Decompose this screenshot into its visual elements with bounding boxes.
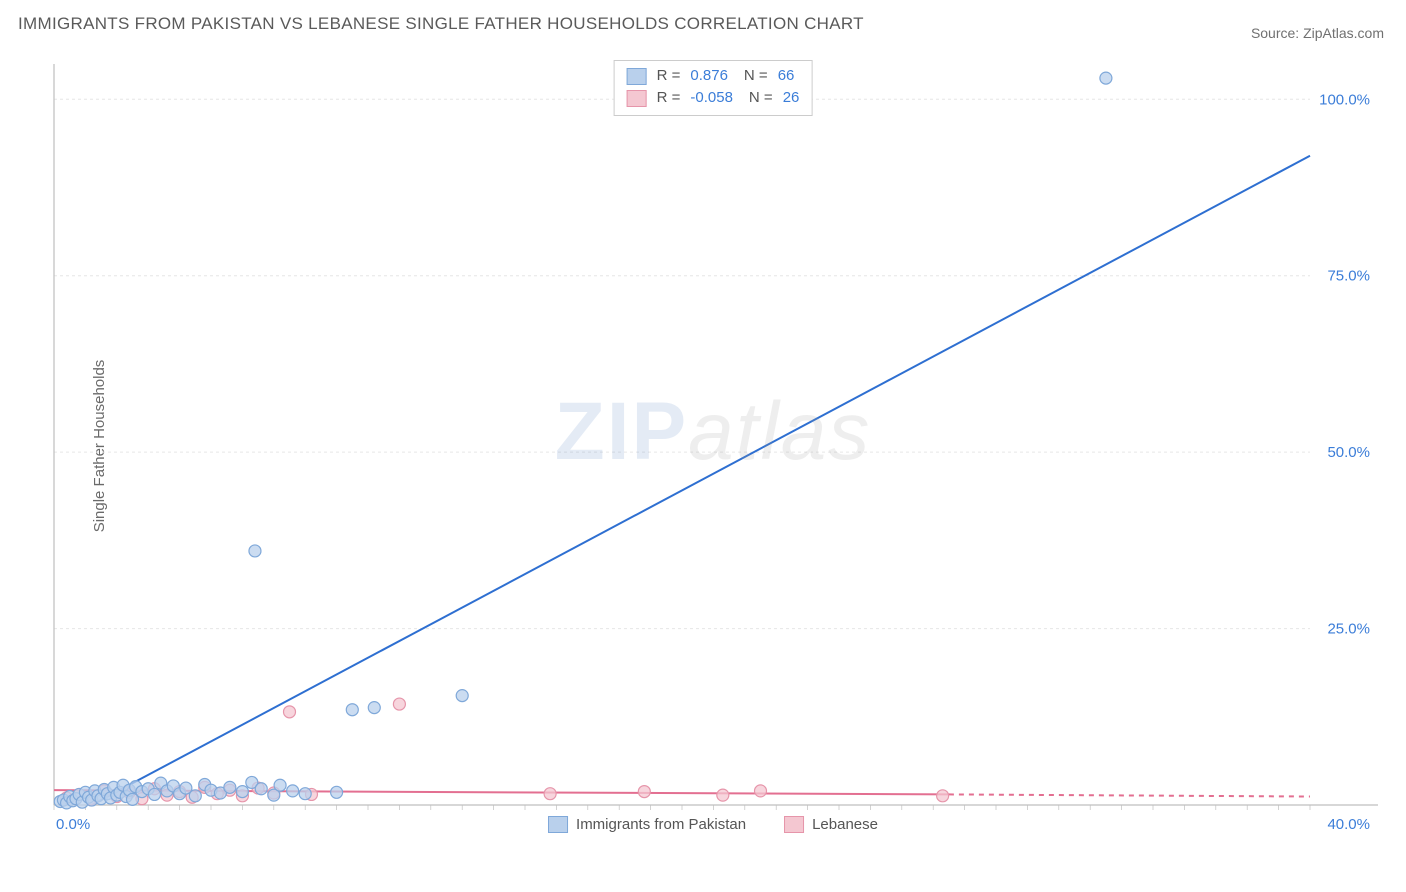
swatch-icon: [627, 90, 647, 107]
svg-text:75.0%: 75.0%: [1327, 268, 1370, 285]
r-label: R =: [657, 65, 681, 87]
series-legend: Immigrants from Pakistan Lebanese: [548, 816, 878, 833]
legend-row-lebanese: R = -0.058 N = 26: [627, 87, 800, 109]
swatch-icon: [627, 68, 647, 85]
page-title: IMMIGRANTS FROM PAKISTAN VS LEBANESE SIN…: [18, 14, 864, 34]
n-label: N =: [749, 87, 773, 109]
source-attribution: Source: ZipAtlas.com: [1251, 25, 1384, 41]
swatch-icon: [784, 816, 804, 833]
svg-text:100.0%: 100.0%: [1319, 91, 1370, 108]
chart-area: 25.0%50.0%75.0%100.0%0.0%40.0% ZIPatlas …: [48, 60, 1378, 835]
source-link[interactable]: ZipAtlas.com: [1303, 25, 1384, 41]
svg-text:0.0%: 0.0%: [56, 816, 90, 833]
legend-row-pakistan: R = 0.876 N = 66: [627, 65, 800, 87]
legend-item-pakistan: Immigrants from Pakistan: [548, 816, 746, 833]
r-label: R =: [657, 87, 681, 109]
scatter-chart: 25.0% 50.0% 75.0% 100.0% 0.0% 40.0%: [48, 60, 1378, 835]
r-value: 0.876: [690, 65, 728, 87]
n-label: N =: [744, 65, 768, 87]
legend-label: Lebanese: [812, 816, 878, 833]
svg-text:25.0%: 25.0%: [1327, 621, 1370, 638]
legend-item-lebanese: Lebanese: [784, 816, 878, 833]
correlation-legend: R = 0.876 N = 66 R = -0.058 N = 26: [614, 60, 813, 116]
swatch-icon: [548, 816, 568, 833]
svg-text:50.0%: 50.0%: [1327, 444, 1370, 461]
n-value: 26: [783, 87, 800, 109]
source-label: Source:: [1251, 25, 1303, 41]
n-value: 66: [778, 65, 795, 87]
r-value: -0.058: [690, 87, 733, 109]
svg-text:40.0%: 40.0%: [1327, 816, 1370, 833]
legend-label: Immigrants from Pakistan: [576, 816, 746, 833]
